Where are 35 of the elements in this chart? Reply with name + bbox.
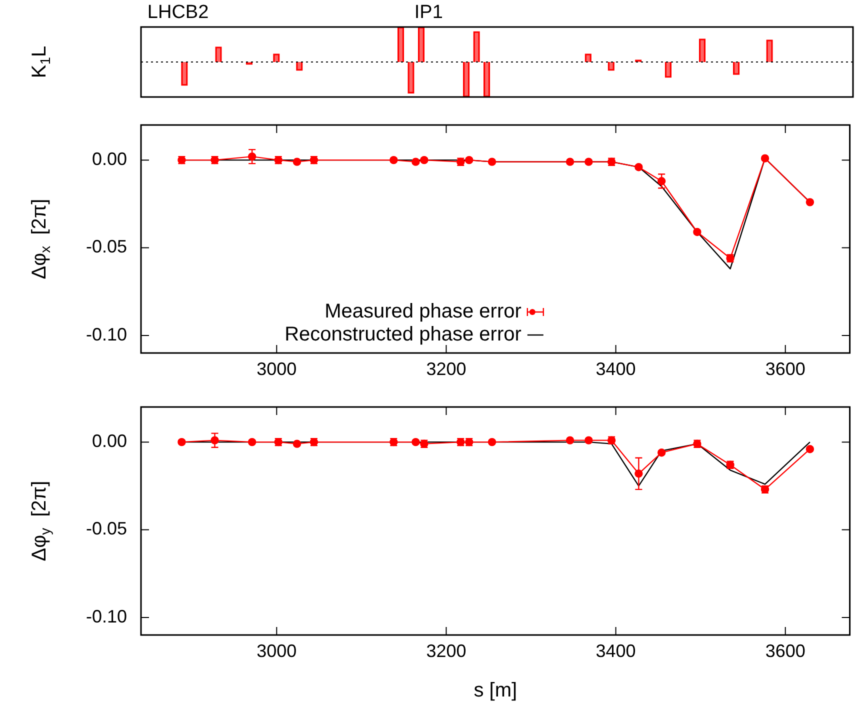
y-tick-label: -0.10 [86, 324, 127, 344]
bar [473, 31, 480, 62]
bar [408, 62, 414, 94]
y-tick-label: -0.05 [86, 236, 127, 257]
bar [181, 62, 188, 86]
x-tick-label: 3200 [426, 358, 466, 379]
y-axis-title: Δφy [2π] [28, 480, 53, 562]
bar [418, 27, 425, 62]
x-tick-label: 3600 [765, 358, 806, 379]
bar [766, 40, 773, 62]
text: IP1 [414, 2, 443, 24]
y-axis-title: Δφx [2π] [28, 198, 53, 280]
x-tick-label: 3400 [596, 358, 636, 379]
text: LHCB2 [147, 2, 209, 24]
bar [397, 27, 404, 62]
y-axis-title: K1L [28, 46, 53, 78]
x-tick-label: 3000 [256, 358, 297, 379]
legend-label: Reconstructed phase error [284, 324, 522, 346]
y-tick-label: 0.00 [92, 149, 127, 170]
x-tick-label: 3600 [765, 640, 806, 661]
bar [215, 46, 222, 62]
bar [246, 62, 252, 65]
bar [664, 62, 672, 78]
legend-label: Measured phase error [324, 300, 522, 323]
x-tick-label: 3200 [426, 640, 466, 661]
y-tick-label: 0.00 [92, 431, 127, 452]
x-tick-label: 3000 [256, 640, 297, 661]
bar [463, 62, 470, 97]
x-tick-label: 3400 [596, 640, 636, 661]
y-tick-label: -0.05 [86, 518, 127, 539]
bar [732, 62, 740, 75]
y-tick-label: -0.10 [86, 606, 127, 626]
bar [483, 62, 490, 97]
bar [698, 38, 706, 62]
x-axis-title: s [m] [474, 680, 518, 702]
